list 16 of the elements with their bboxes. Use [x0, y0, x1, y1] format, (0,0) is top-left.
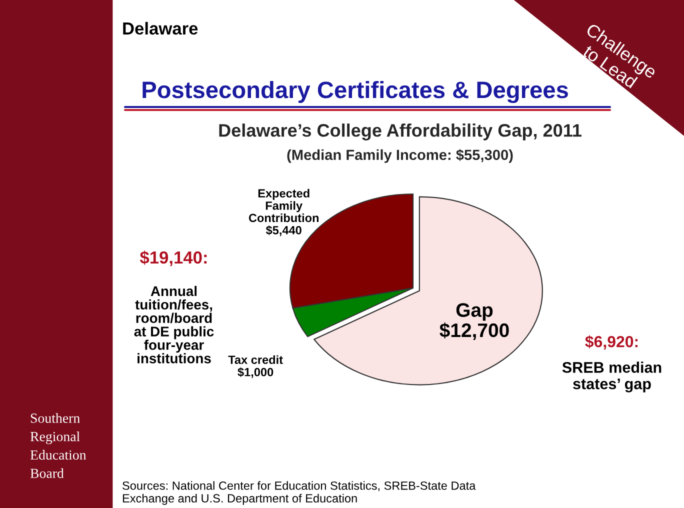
chart-subtitle: (Median Family Income: $55,300): [287, 149, 513, 163]
source-note: Sources: National Center for Education Statistics, SREB-State Data Exchange and U.S. Department of Education: [122, 481, 476, 505]
text: Postsecondary Certificates & Degrees: [142, 80, 568, 104]
chart-title: Delaware’s College Affordability Gap, 2011: [219, 124, 582, 140]
slice-label: Tax credit: [228, 355, 283, 364]
data-label: $5,440: [266, 226, 302, 236]
text: Annual tuition/fees, room/board at DE public four-year institutions: [134, 286, 214, 364]
text: SREB median states’ gap: [562, 362, 662, 392]
text: Southern Regional Education Board: [30, 413, 86, 478]
data-label: $1,000: [238, 367, 274, 378]
slice-label: Expected Family Contribution: [248, 188, 319, 222]
text: $6,920:: [585, 335, 638, 350]
data-label: $12,700: [440, 322, 509, 340]
text: Delaware: [123, 22, 198, 35]
slice-label: Gap: [456, 303, 493, 321]
text: $19,140:: [140, 250, 207, 266]
